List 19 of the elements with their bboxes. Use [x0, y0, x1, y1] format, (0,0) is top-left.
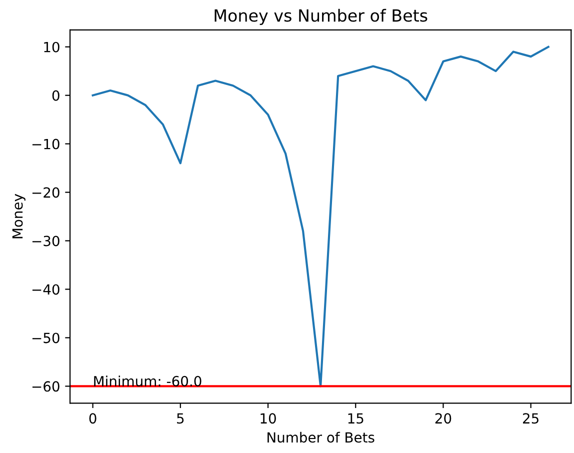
x-tick-label: 25	[523, 413, 538, 424]
y-tick-label: −40	[32, 284, 60, 295]
y-tick-label: −20	[32, 187, 60, 198]
chart-title: Money vs Number of Bets	[214, 8, 428, 26]
annotation: Minimum: -60.0	[94, 376, 202, 386]
y-tick-label: −10	[32, 138, 60, 150]
x-tick-label: 0	[89, 413, 96, 424]
x-tick-label: 20	[435, 413, 452, 424]
x-tick-label: 5	[177, 413, 184, 424]
y-tick-label: 0	[52, 90, 60, 101]
y-tick-label: −60	[32, 381, 60, 392]
y-tick-label: −30	[32, 236, 60, 246]
y-tick-label: −50	[32, 332, 60, 344]
y-axis-title: Money	[12, 194, 26, 238]
line-series	[92, 46, 550, 388]
x-tick-label: 10	[260, 413, 276, 424]
x-axis-title: Number of Bets	[268, 432, 374, 443]
x-tick-label: 15	[348, 413, 364, 424]
y-tick-label: 10	[44, 42, 60, 52]
